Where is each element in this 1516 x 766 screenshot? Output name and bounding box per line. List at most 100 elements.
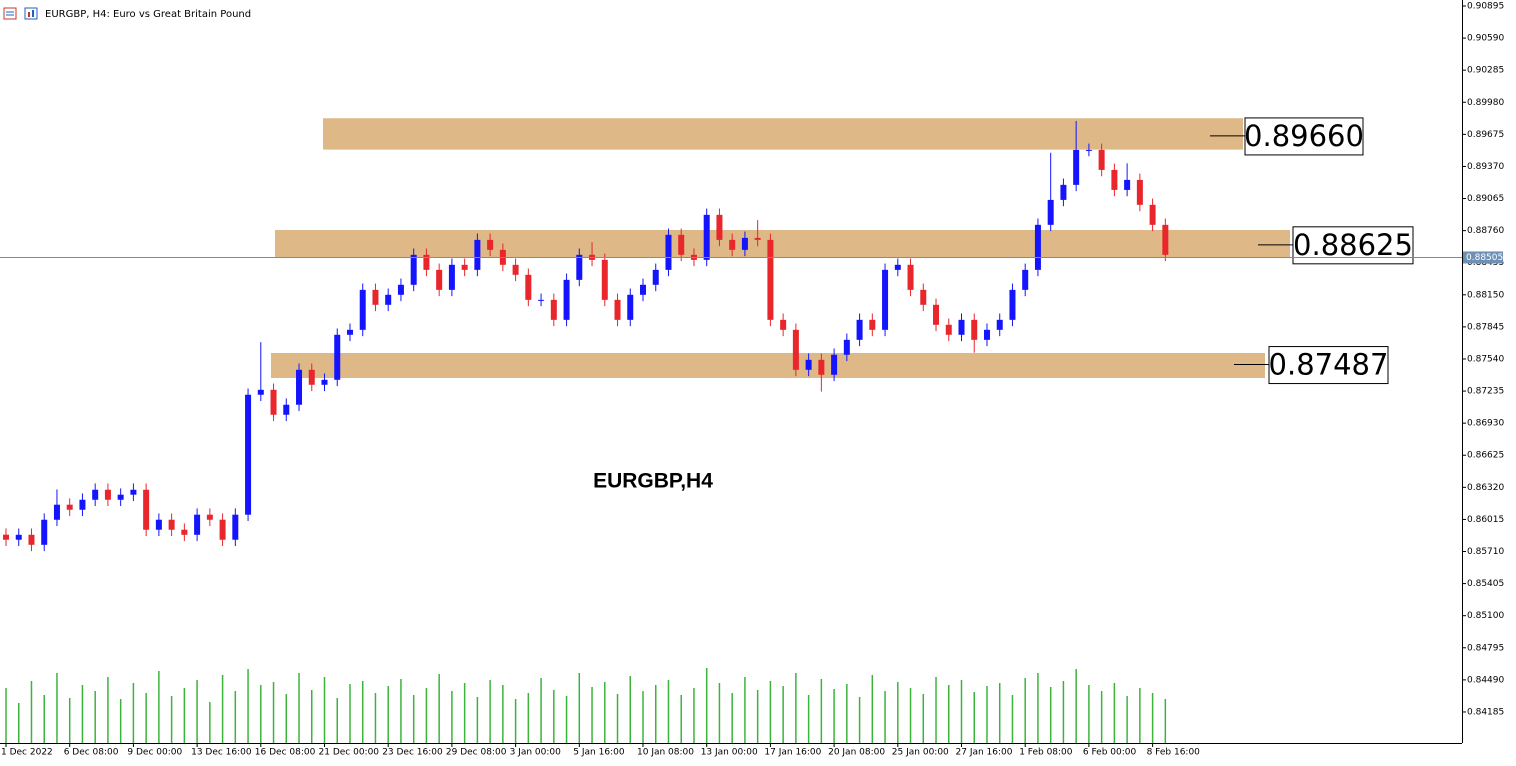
zone-label-box [1268,346,1389,385]
candle-body [576,254,583,280]
candle-body [15,534,22,540]
candle-body [550,299,557,320]
y-tick-label: 0.85405 [1467,579,1504,589]
candle-body [41,519,48,545]
x-tick-label: 21 Dec 00:00 [319,748,380,758]
candle-body [3,534,9,540]
y-tick-label: 0.89370 [1467,162,1504,172]
y-tick-label: 0.90590 [1467,34,1504,44]
x-tick-label: 25 Jan 00:00 [892,748,949,758]
candle-body [563,279,570,320]
candle-body [270,389,277,415]
candle-body [958,319,965,335]
candle-body [117,494,124,500]
candle-body [971,319,978,340]
support-resistance-zone [323,118,1243,150]
candle-body [296,369,303,405]
candle-body [461,264,468,270]
candle-body [410,254,417,285]
candle-body [232,514,239,540]
candle-body [436,269,443,290]
candle-body [206,514,213,520]
candle-body [525,274,532,300]
candle-body [79,499,86,510]
candle-body [359,289,366,330]
candle-body [678,234,685,255]
candle-body [474,239,481,270]
candle-body [334,334,341,380]
candle-body [1149,204,1156,225]
candle-body [729,239,736,250]
candle-body [1034,224,1041,270]
x-tick-label: 1 Dec 2022 [1,748,53,758]
candle-body [856,319,863,340]
candle-body [321,379,328,385]
support-resistance-zone [275,229,1290,258]
candle-body [869,319,876,330]
x-tick-label: 9 Dec 00:00 [127,748,182,758]
y-tick-label: 0.88150 [1467,290,1504,300]
y-tick-label: 0.87540 [1467,354,1504,364]
candle-body [920,289,927,305]
watermark: EURGBP,H4 [593,470,713,493]
icon [32,10,34,17]
candle-body [894,264,901,270]
candle-body [907,264,914,290]
candle-body [601,259,608,300]
candle-body [1009,289,1016,320]
candle-body [283,404,290,415]
candle-body [767,239,774,320]
candle-body [614,299,621,320]
y-tick-label: 0.85100 [1467,611,1504,621]
candle-body [945,324,952,335]
y-tick-label: 0.84795 [1467,643,1504,653]
title-icons [3,7,38,20]
candle-body [1162,224,1169,255]
candle-body [1073,149,1080,185]
zone-label-box [1244,117,1364,156]
x-tick-label: 29 Dec 08:00 [446,748,507,758]
candle-body [1022,269,1029,290]
candle-body [92,489,99,500]
current-price-label: 0.88505 [1466,253,1503,263]
candle-body [780,319,787,330]
y-tick-label: 0.86015 [1467,515,1504,525]
plot [3,120,1169,743]
candle-body [53,504,60,520]
candle-body [1085,149,1092,151]
y-tick-label: 0.89675 [1467,130,1504,140]
candle-body [130,489,137,495]
zone-label: 0.89660 [1244,119,1364,153]
y-tick-label: 0.88760 [1467,226,1504,236]
candle-body [831,354,838,375]
x-tick-label: 8 Feb 16:00 [1147,748,1201,758]
x-tick-label: 16 Dec 08:00 [255,748,316,758]
candle-body [104,489,111,500]
x-tick-label: 6 Dec 08:00 [64,748,119,758]
x-tick-label: 23 Dec 16:00 [382,748,443,758]
candle-body [194,514,201,535]
candle-body [28,534,35,545]
candle-body [703,214,710,260]
y-tick-label: 0.84185 [1467,707,1504,717]
candle-body [448,264,455,290]
candle-body [665,234,672,270]
candle-body [716,214,723,240]
candle-body [538,299,545,301]
candle-body [308,369,315,385]
candle-body [818,359,825,375]
y-tick-label: 0.90895 [1467,1,1504,11]
x-tick-label: 3 Jan 00:00 [510,748,562,758]
candle-body [168,519,175,530]
x-tick-label: 20 Jan 08:00 [828,748,885,758]
candle-body [1136,179,1143,205]
candle-body [843,339,850,355]
candle-body [512,264,519,275]
candle-body [487,239,494,250]
y-tick-label: 0.87845 [1467,322,1504,332]
candle-body [652,269,659,285]
chart-title: EURGBP, H4: Euro vs Great Britain Pound [45,9,251,20]
y-tick-label: 0.90285 [1467,66,1504,76]
candle-body [792,329,799,370]
icon [28,12,30,17]
